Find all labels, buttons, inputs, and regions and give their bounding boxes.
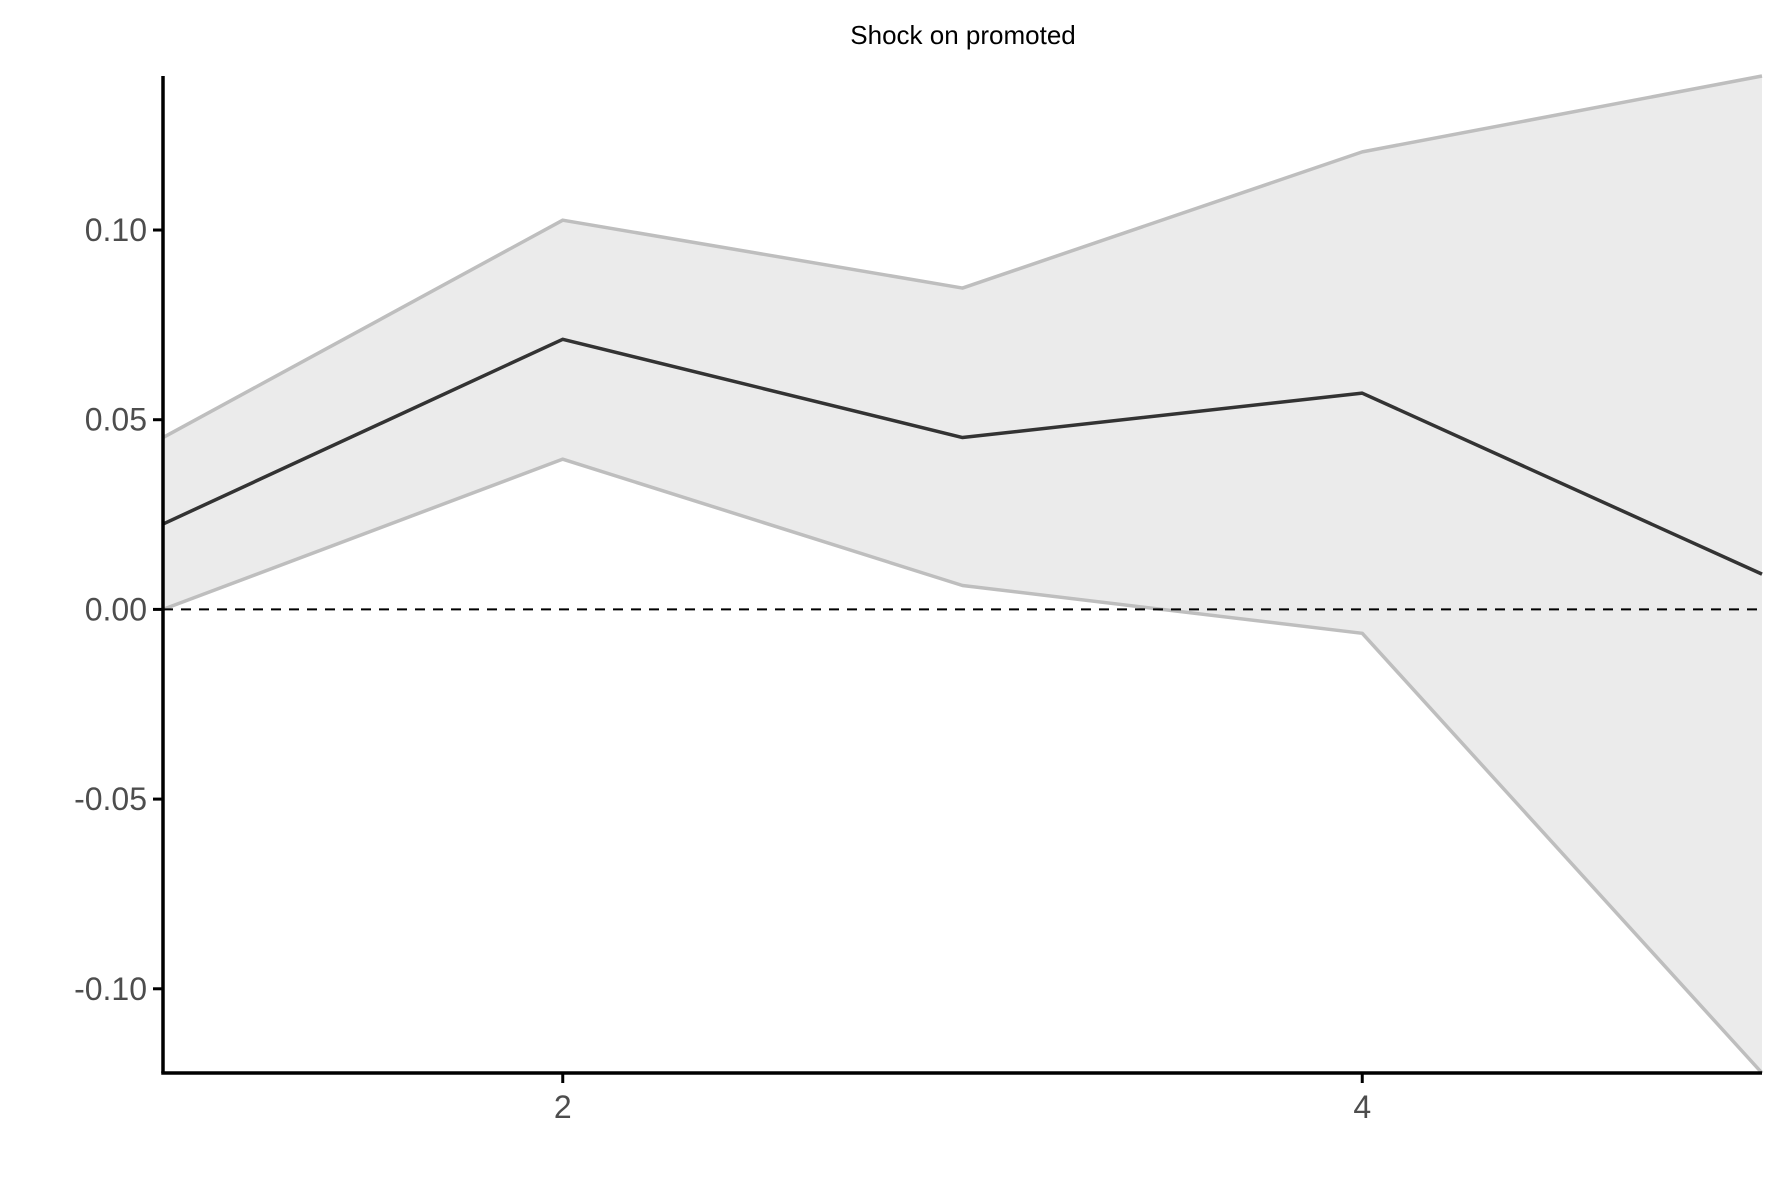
y-tick-label: 0.10 (85, 212, 147, 248)
y-tick-label: -0.10 (74, 971, 147, 1007)
plot-area (162, 74, 1764, 1075)
estimate-line (162, 337, 1763, 576)
upper-band-line (162, 74, 1763, 440)
y-tick-label: 0.00 (85, 591, 147, 627)
axes: -0.10 -0.05 0.00 0.05 0.10 2 4 (74, 76, 1762, 1125)
confidence-band (163, 76, 1762, 1073)
y-tick-label: 0.05 (85, 402, 147, 438)
lower-band-line (162, 457, 1764, 1075)
chart-title: Shock on promoted (850, 20, 1075, 50)
x-tick-label: 2 (554, 1089, 572, 1125)
y-tick-label: -0.05 (74, 781, 147, 817)
x-tick-label: 4 (1353, 1089, 1371, 1125)
